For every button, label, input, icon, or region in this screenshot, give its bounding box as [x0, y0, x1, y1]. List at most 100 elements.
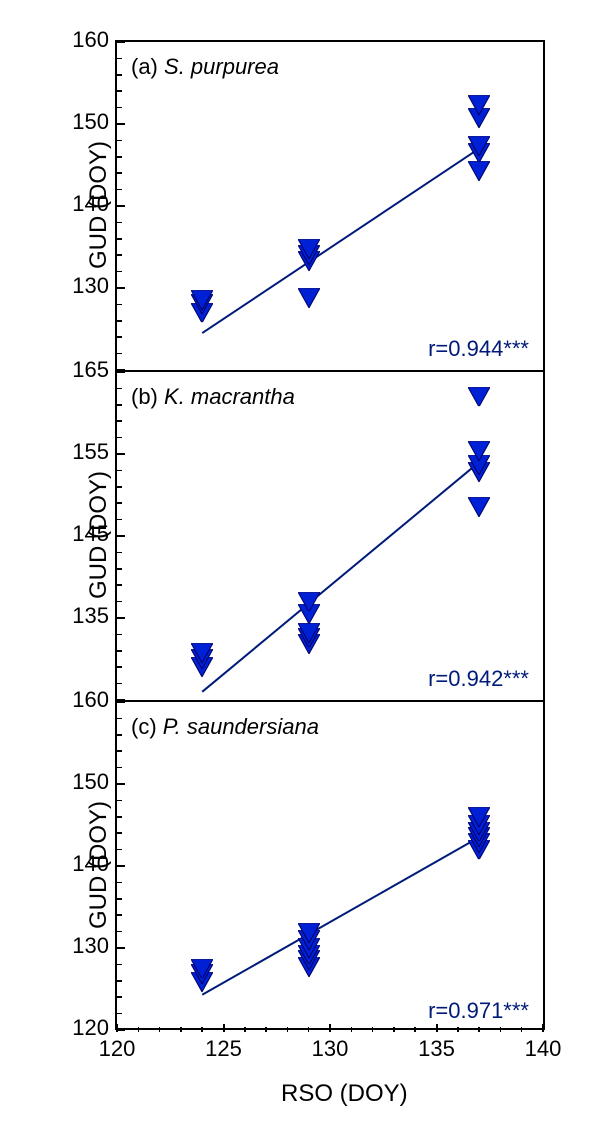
ytick-minor: [117, 156, 122, 158]
ytick-minor: [117, 172, 122, 174]
data-marker: [298, 623, 320, 643]
xtick-mark: [329, 1024, 331, 1032]
ytick-minor: [117, 58, 122, 60]
ytick-minor: [117, 336, 122, 338]
xtick-minor: [308, 1027, 310, 1032]
ytick-minor: [117, 931, 122, 933]
xtick-minor: [180, 1027, 182, 1032]
xtick-minor: [457, 1027, 459, 1032]
ytick-minor: [117, 74, 122, 76]
r-label: r=0.944***: [428, 336, 529, 362]
ytick-label: 155: [72, 439, 109, 465]
xtick-label: 140: [525, 1036, 562, 1062]
ytick-mark: [117, 41, 125, 43]
xtick-mark: [542, 1024, 544, 1032]
ytick-minor: [117, 189, 122, 191]
ytick-minor: [117, 718, 122, 720]
data-marker: [468, 497, 490, 517]
panel-letter: (c): [131, 714, 157, 739]
ytick-minor: [117, 238, 122, 240]
r-label: r=0.971***: [428, 998, 529, 1024]
ytick-minor: [117, 750, 122, 752]
ytick-mark: [117, 947, 125, 949]
ytick-minor: [117, 568, 122, 570]
xtick-minor: [372, 1027, 374, 1032]
ytick-mark: [117, 1029, 125, 1031]
data-marker: [468, 95, 490, 115]
ytick-minor: [117, 222, 122, 224]
ytick-minor: [117, 650, 122, 652]
ytick-minor: [117, 816, 122, 818]
ytick-minor: [117, 552, 122, 554]
r-label: r=0.942***: [428, 666, 529, 692]
ytick-minor: [117, 254, 122, 256]
ytick-minor: [117, 107, 122, 109]
ytick-minor: [117, 271, 122, 273]
ytick-minor: [117, 683, 122, 685]
panel-c: (c) P. saundersianar=0.971***12012513013…: [117, 702, 543, 1032]
panel-letter: (b): [131, 384, 158, 409]
ytick-minor: [117, 486, 122, 488]
panel-label: (a) S. purpurea: [131, 54, 279, 80]
ytick-minor: [117, 601, 122, 603]
xtick-minor: [500, 1027, 502, 1032]
ytick-minor: [117, 767, 122, 769]
ytick-mark: [117, 123, 125, 125]
data-marker: [298, 240, 320, 260]
xtick-minor: [414, 1027, 416, 1032]
xlabel: RSO (DOY): [281, 1080, 408, 1108]
xtick-label: 125: [205, 1036, 242, 1062]
ytick-minor: [117, 914, 122, 916]
data-marker: [468, 136, 490, 156]
ytick-minor: [117, 404, 122, 406]
xtick-minor: [244, 1027, 246, 1032]
ytick-mark: [117, 617, 125, 619]
data-marker: [191, 290, 213, 310]
xtick-minor: [393, 1027, 395, 1032]
xtick-minor: [351, 1027, 353, 1032]
ytick-minor: [117, 420, 122, 422]
ytick-minor: [117, 320, 122, 322]
panel-b: (b) K. macrantha r=0.942***: [117, 372, 543, 702]
ytick-minor: [117, 519, 122, 521]
xtick-label: 130: [312, 1036, 349, 1062]
xtick-minor: [287, 1027, 289, 1032]
figure-container: (a) S. purpurea r=0.944*** (b) K. macrant…: [0, 0, 600, 1148]
ytick-minor: [117, 980, 122, 982]
ytick-mark: [117, 701, 125, 703]
ytick-minor: [117, 964, 122, 966]
ytick-label: 140: [72, 191, 109, 217]
xtick-label: 135: [418, 1036, 455, 1062]
ytick-label: 135: [72, 603, 109, 629]
species-name: K. macrantha: [164, 384, 295, 409]
data-marker: [298, 288, 320, 308]
ytick-mark: [117, 783, 125, 785]
data-marker: [298, 592, 320, 612]
trendline: [117, 42, 543, 370]
ytick-minor: [117, 1013, 122, 1015]
ytick-mark: [117, 535, 125, 537]
panel-label: (c) P. saundersiana: [131, 714, 319, 740]
ytick-label: 150: [72, 109, 109, 135]
data-marker: [468, 807, 490, 827]
ytick-minor: [117, 832, 122, 834]
xtick-minor: [201, 1027, 203, 1032]
trendline: [117, 702, 543, 1030]
ytick-minor: [117, 634, 122, 636]
xtick-mark: [116, 1024, 118, 1032]
ytick-label: 120: [72, 1015, 109, 1041]
ytick-label: 130: [72, 273, 109, 299]
data-marker: [191, 643, 213, 663]
ytick-mark: [117, 371, 125, 373]
ytick-minor: [117, 666, 122, 668]
ytick-minor: [117, 996, 122, 998]
ytick-minor: [117, 470, 122, 472]
data-marker: [468, 441, 490, 461]
ytick-label: 150: [72, 769, 109, 795]
plot-stack: (a) S. purpurea r=0.944*** (b) K. macrant…: [115, 40, 545, 1030]
ytick-minor: [117, 437, 122, 439]
panel-letter: (a): [131, 54, 158, 79]
ytick-label: 140: [72, 851, 109, 877]
panel-label: (b) K. macrantha: [131, 384, 295, 410]
xtick-mark: [223, 1024, 225, 1032]
